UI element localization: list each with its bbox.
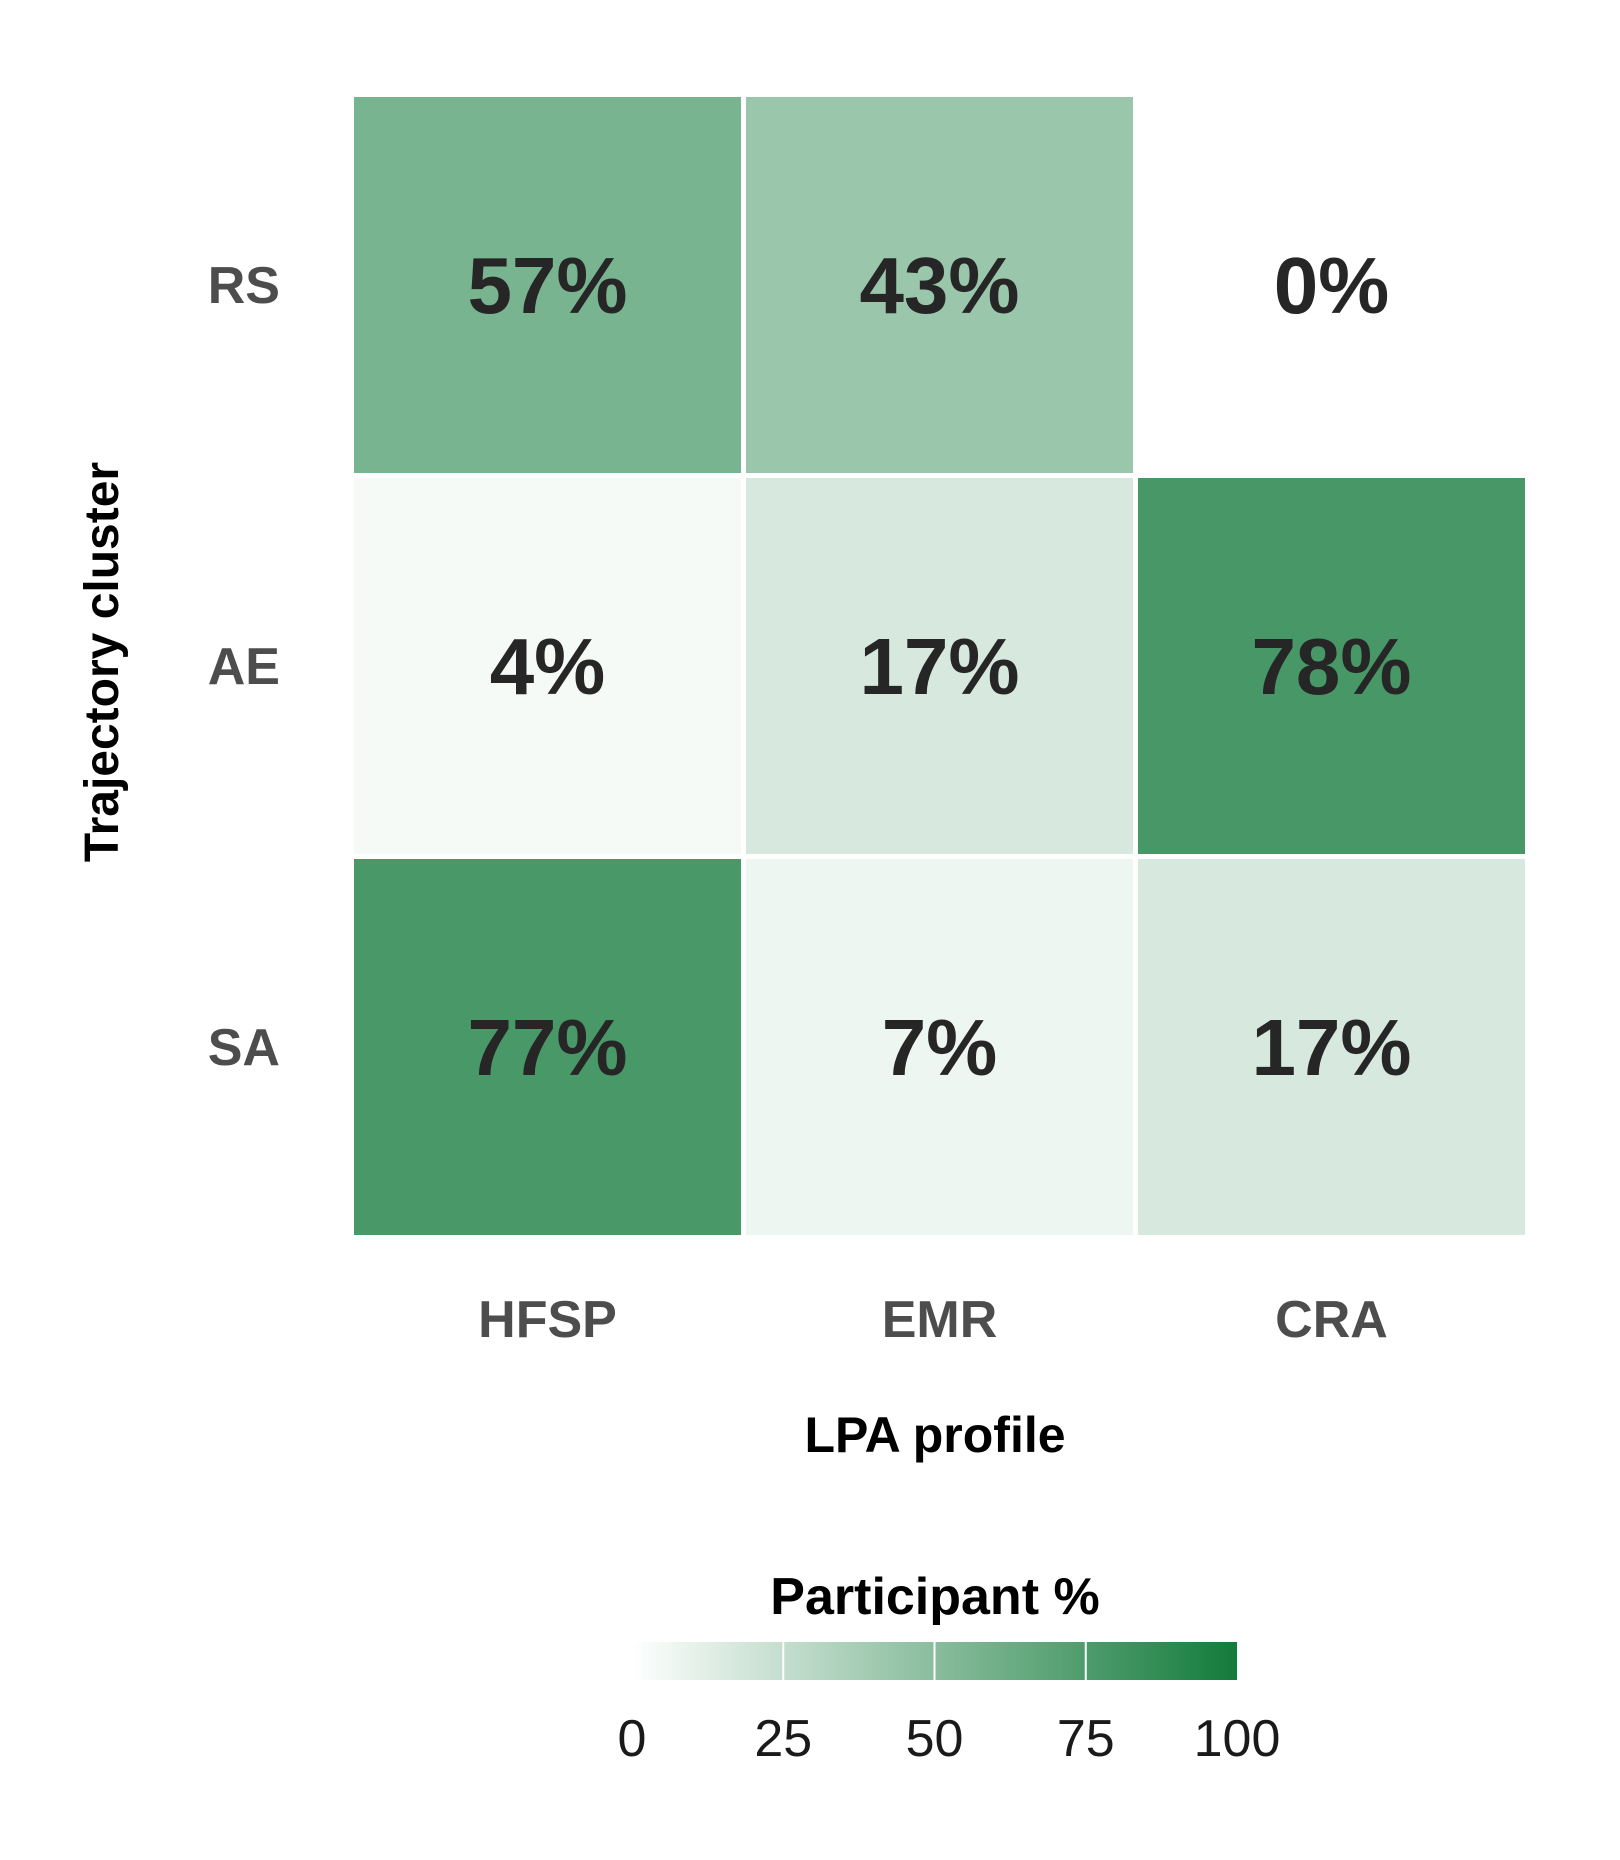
legend-tick-label-100: 100 [1194,1710,1281,1768]
cell-label-ae-cra: 78% [1251,622,1411,711]
cell-rs-emr [746,97,1133,473]
legend-tick-label-75: 75 [1057,1710,1115,1768]
heatmap-cells [354,97,1525,1235]
legend-title: Participant % [770,1568,1099,1626]
cell-label-rs-hfsp: 57% [467,241,627,330]
cell-label-rs-emr: 43% [859,241,1019,330]
x-axis-title: LPA profile [804,1407,1065,1463]
cell-label-ae-hfsp: 4% [490,622,606,711]
y-axis-title: Trajectory cluster [76,462,129,862]
cell-label-sa-emr: 7% [882,1003,998,1092]
heatmap-cell-labels: 57% 43% 0% 4% 17% 78% 77% 7% 17% [467,241,1411,1092]
cell-label-sa-hfsp: 77% [467,1003,627,1092]
cell-label-sa-cra: 17% [1251,1003,1411,1092]
cell-label-ae-emr: 17% [859,622,1019,711]
cell-rs-hfsp [354,97,741,473]
y-tick-label-sa: SA [208,1019,280,1077]
cell-rs-cra [1138,97,1525,473]
color-legend: Participant % 0 25 50 75 100 [618,1568,1281,1768]
cell-ae-emr [746,478,1133,854]
cell-sa-emr [746,859,1133,1235]
y-tick-label-ae: AE [208,638,280,696]
x-axis-ticks: HFSP EMR CRA [478,1291,1388,1349]
y-tick-label-rs: RS [208,257,280,315]
x-tick-label-hfsp: HFSP [478,1291,617,1349]
legend-tick-label-50: 50 [906,1710,964,1768]
legend-tick-label-25: 25 [754,1710,812,1768]
cell-ae-hfsp [354,478,741,854]
legend-tick-label-0: 0 [618,1710,647,1768]
x-tick-label-emr: EMR [882,1291,998,1349]
cell-sa-cra [1138,859,1525,1235]
cell-ae-cra [1138,478,1525,854]
cell-label-rs-cra: 0% [1274,241,1390,330]
legend-ticks: 0 25 50 75 100 [618,1642,1281,1768]
cell-sa-hfsp [354,859,741,1235]
x-tick-label-cra: CRA [1275,1291,1388,1349]
y-axis-ticks: RS AE SA [208,257,280,1077]
